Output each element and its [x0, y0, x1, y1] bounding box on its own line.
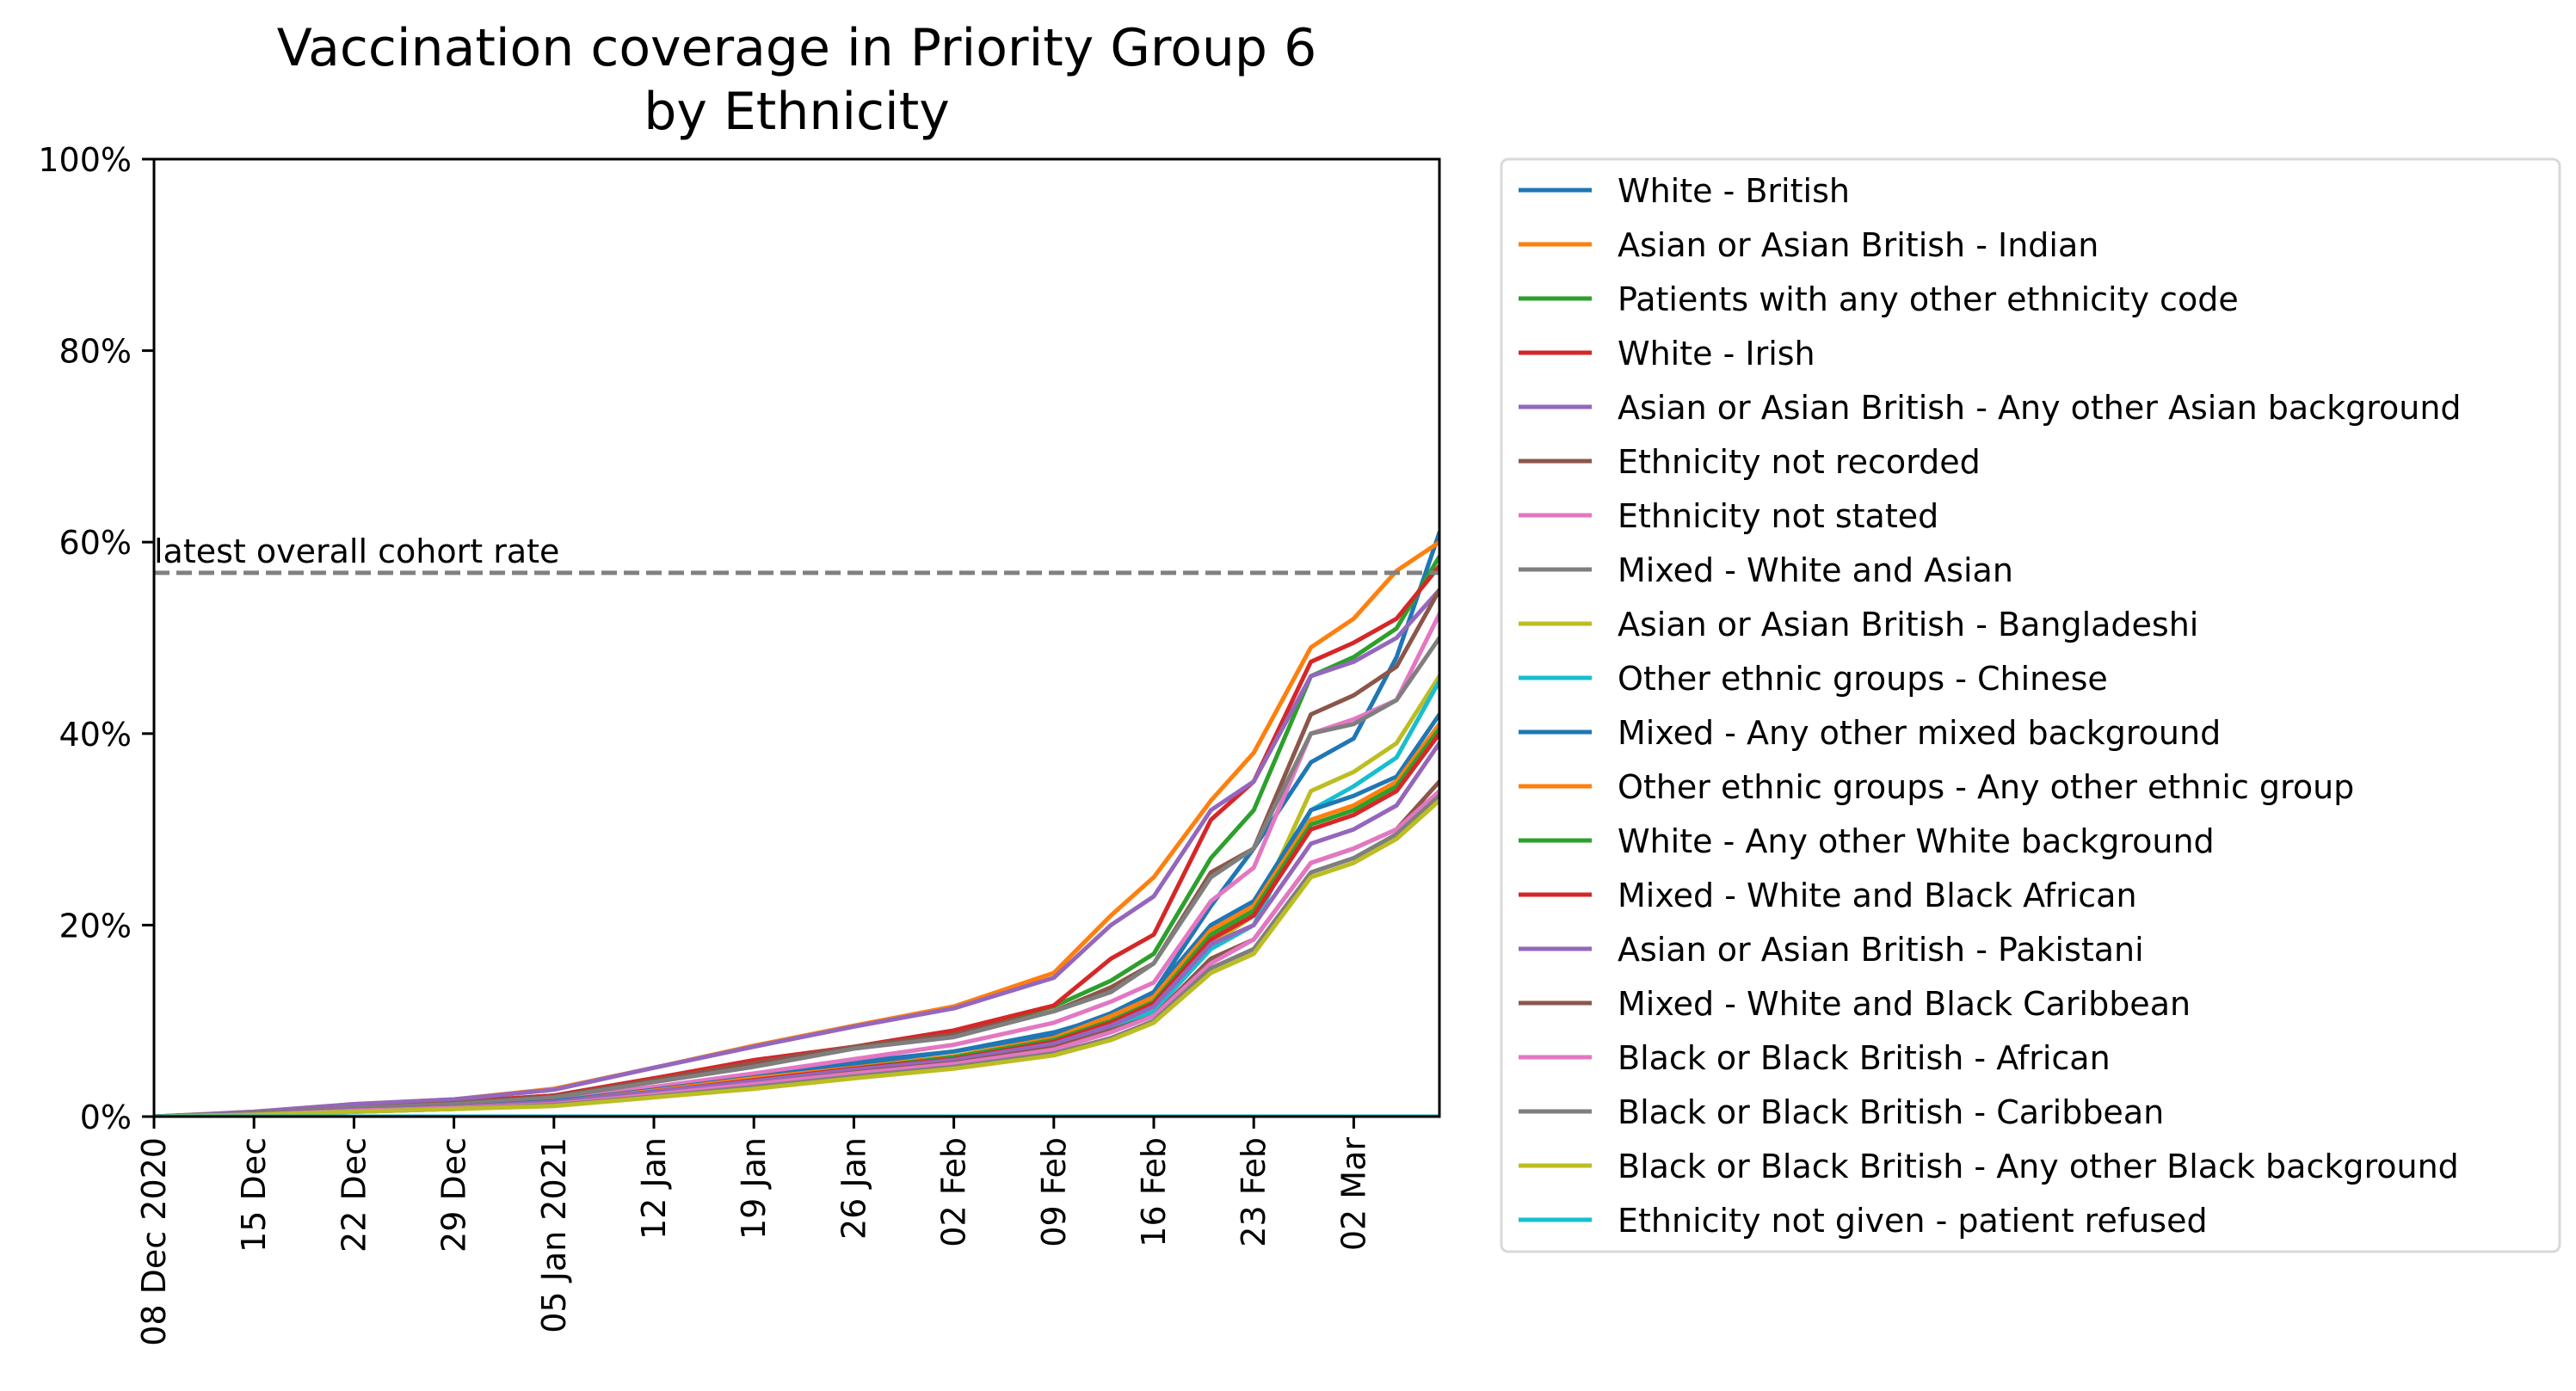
x-tick-label: 26 Jan	[835, 1137, 872, 1240]
chart-title-line-2: by Ethnicity	[644, 82, 950, 142]
y-tick-label: 60%	[59, 524, 132, 562]
legend-label: White - Any other White background	[1618, 822, 2215, 860]
x-tick-label: 02 Feb	[935, 1137, 973, 1247]
axes: 0% 20% 40% 60% 80% 100% 08 Dec 2020 15 Dec 22 De…	[38, 141, 1441, 1346]
series-line-3	[154, 554, 1439, 1117]
series-line-2	[154, 539, 1439, 1117]
y-tick-label: 40%	[59, 716, 132, 754]
legend-label: Mixed - White and Black African	[1618, 877, 2137, 914]
legend-label: Asian or Asian British - Pakistani	[1618, 931, 2144, 969]
reference-line-label: latest overall cohort rate	[154, 532, 559, 570]
x-tick-label: 15 Dec	[235, 1137, 273, 1253]
x-tick-label: 19 Jan	[735, 1137, 773, 1240]
series-line-10	[154, 679, 1439, 1117]
x-tick-label: 22 Dec	[335, 1137, 373, 1253]
series-line-19	[154, 798, 1439, 1117]
y-tick-label: 100%	[38, 141, 132, 179]
legend-label: Asian or Asian British - Indian	[1618, 226, 2098, 264]
y-tick-label: 0%	[80, 1099, 132, 1136]
y-tick-label: 20%	[59, 907, 132, 945]
x-tick-label: 02 Mar	[1334, 1137, 1372, 1252]
series-line-9	[154, 674, 1439, 1117]
y-tick-label: 80%	[59, 333, 132, 371]
plot-area: latest overall cohort rate	[154, 530, 1439, 1117]
series-line-4	[154, 563, 1439, 1117]
legend-label: Ethnicity not stated	[1618, 497, 1938, 535]
x-tick-label: 09 Feb	[1035, 1137, 1073, 1247]
legend-label: Patients with any other ethnicity code	[1618, 280, 2239, 318]
x-tick-label: 23 Feb	[1235, 1137, 1273, 1247]
x-tick-label: 08 Dec 2020	[135, 1137, 173, 1346]
series-line-7	[154, 612, 1439, 1117]
legend-box	[1500, 157, 2561, 1253]
legend-label: Asian or Asian British - Any other Asian…	[1618, 389, 2462, 427]
series-line-5	[154, 588, 1439, 1117]
plot-frame	[152, 157, 1441, 1118]
x-tick-label: 29 Dec	[435, 1137, 473, 1253]
legend-label: Mixed - White and Asian	[1618, 551, 2013, 589]
legend-label: Mixed - White and Black Caribbean	[1618, 985, 2191, 1023]
legend: White - British Asian or Asian British - …	[1500, 157, 2561, 1253]
x-tick-label: 12 Jan	[635, 1137, 673, 1240]
series-line-8	[154, 636, 1439, 1117]
x-tick-label: 16 Feb	[1135, 1137, 1173, 1247]
legend-label: Ethnicity not recorded	[1618, 443, 1981, 481]
x-tick-label: 05 Jan 2021	[535, 1137, 573, 1333]
legend-label: Mixed - Any other mixed background	[1618, 714, 2221, 752]
legend-label: Asian or Asian British - Bangladeshi	[1618, 606, 2198, 643]
legend-label: Ethnicity not given - patient refused	[1618, 1202, 2208, 1240]
legend-label: Other ethnic groups - Chinese	[1618, 660, 2108, 698]
chart-title-line-1: Vaccination coverage in Priority Group 6	[277, 18, 1317, 78]
legend-label: Black or Black British - Caribbean	[1618, 1093, 2164, 1131]
series-line-1	[154, 530, 1439, 1117]
legend-label: White - Irish	[1618, 335, 1815, 372]
legend-label: Black or Black British - Any other Black…	[1618, 1148, 2459, 1185]
legend-label: White - British	[1618, 172, 1850, 210]
series-group	[154, 530, 1439, 1117]
legend-label: Other ethnic groups - Any other ethnic g…	[1618, 768, 2354, 806]
legend-label: Black or Black British - African	[1618, 1039, 2111, 1077]
